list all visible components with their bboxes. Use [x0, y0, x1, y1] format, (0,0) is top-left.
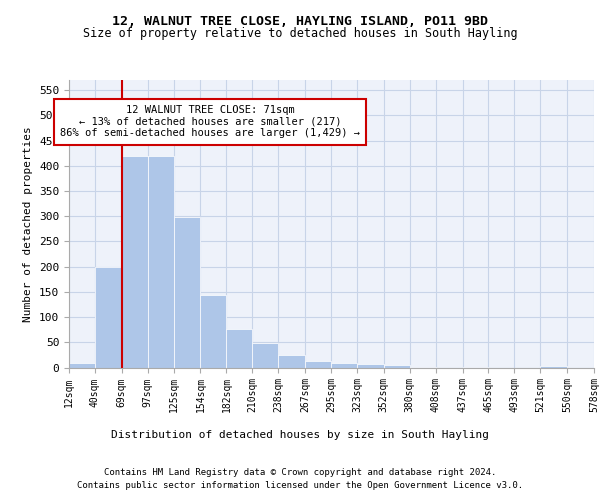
Bar: [540, 366, 567, 368]
Bar: [463, 367, 488, 368]
Text: 12 WALNUT TREE CLOSE: 71sqm
← 13% of detached houses are smaller (217)
86% of se: 12 WALNUT TREE CLOSE: 71sqm ← 13% of det…: [60, 105, 360, 138]
Text: Size of property relative to detached houses in South Hayling: Size of property relative to detached ho…: [83, 28, 517, 40]
Bar: [410, 367, 436, 368]
Text: Contains HM Land Registry data © Crown copyright and database right 2024.: Contains HM Land Registry data © Crown c…: [104, 468, 496, 477]
Text: 12, WALNUT TREE CLOSE, HAYLING ISLAND, PO11 9BD: 12, WALNUT TREE CLOSE, HAYLING ISLAND, P…: [112, 15, 488, 28]
Bar: [95, 266, 122, 368]
Text: Distribution of detached houses by size in South Hayling: Distribution of detached houses by size …: [111, 430, 489, 440]
Bar: [278, 356, 305, 368]
Bar: [253, 344, 278, 367]
Bar: [226, 328, 253, 368]
Bar: [384, 365, 410, 368]
Text: Contains public sector information licensed under the Open Government Licence v3: Contains public sector information licen…: [77, 482, 523, 490]
Bar: [148, 156, 173, 368]
Bar: [357, 364, 384, 368]
Bar: [305, 362, 331, 368]
Bar: [331, 364, 357, 368]
Bar: [200, 296, 226, 368]
Bar: [69, 364, 95, 368]
Y-axis label: Number of detached properties: Number of detached properties: [23, 126, 34, 322]
Bar: [173, 217, 200, 368]
Bar: [122, 156, 148, 368]
